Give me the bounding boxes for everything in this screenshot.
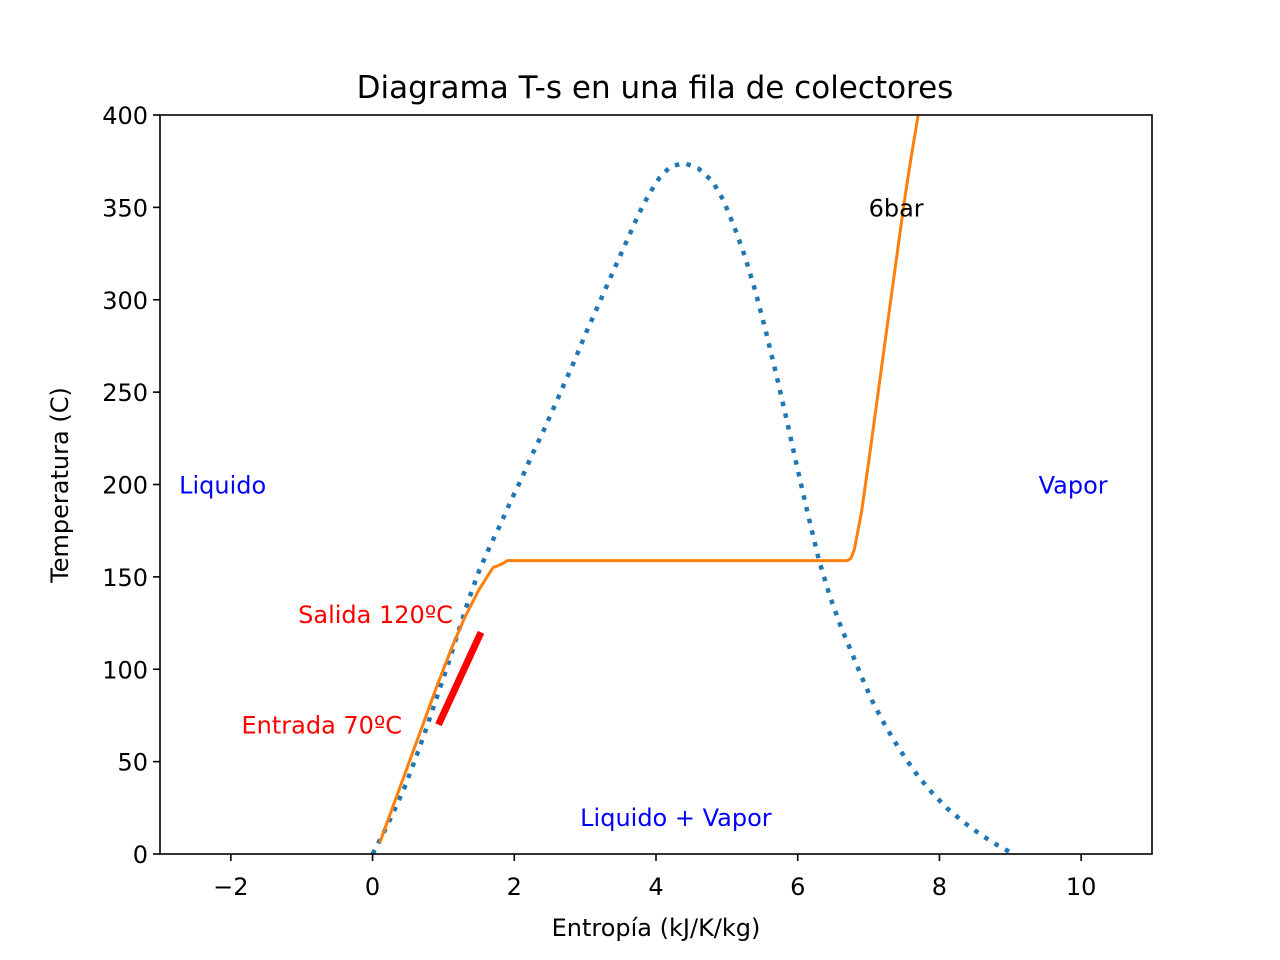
y-tick-label: 200 <box>102 472 148 500</box>
x-tick-label: 2 <box>507 873 522 901</box>
x-tick-label: 8 <box>932 873 947 901</box>
outlet-label: Salida 120ºC <box>298 601 453 629</box>
x-tick-label: −2 <box>213 873 248 901</box>
y-tick-label: 400 <box>102 102 148 130</box>
x-tick-label: 6 <box>790 873 805 901</box>
isobar-label: 6bar <box>869 194 924 222</box>
region-label-liquido: Liquido <box>179 472 266 500</box>
y-tick-label: 300 <box>102 287 148 315</box>
x-tick-label: 0 <box>365 873 380 901</box>
x-axis-label: Entropía (kJ/K/kg) <box>552 914 761 942</box>
y-tick-label: 50 <box>117 749 148 777</box>
y-tick-label: 350 <box>102 194 148 222</box>
chart-title: Diagrama T-s en una fila de colectores <box>357 70 954 106</box>
y-tick-label: 250 <box>102 379 148 407</box>
y-axis-label: Temperatura (C) <box>46 387 74 584</box>
y-tick-label: 0 <box>133 841 148 869</box>
y-tick-label: 100 <box>102 656 148 684</box>
x-tick-label: 10 <box>1066 873 1097 901</box>
inlet-label: Entrada 70ºC <box>241 712 402 740</box>
y-tick-label: 150 <box>102 564 148 592</box>
region-label-mixture: Liquido + Vapor <box>580 804 772 832</box>
region-label-vapor: Vapor <box>1039 472 1108 500</box>
x-tick-label: 4 <box>648 873 663 901</box>
